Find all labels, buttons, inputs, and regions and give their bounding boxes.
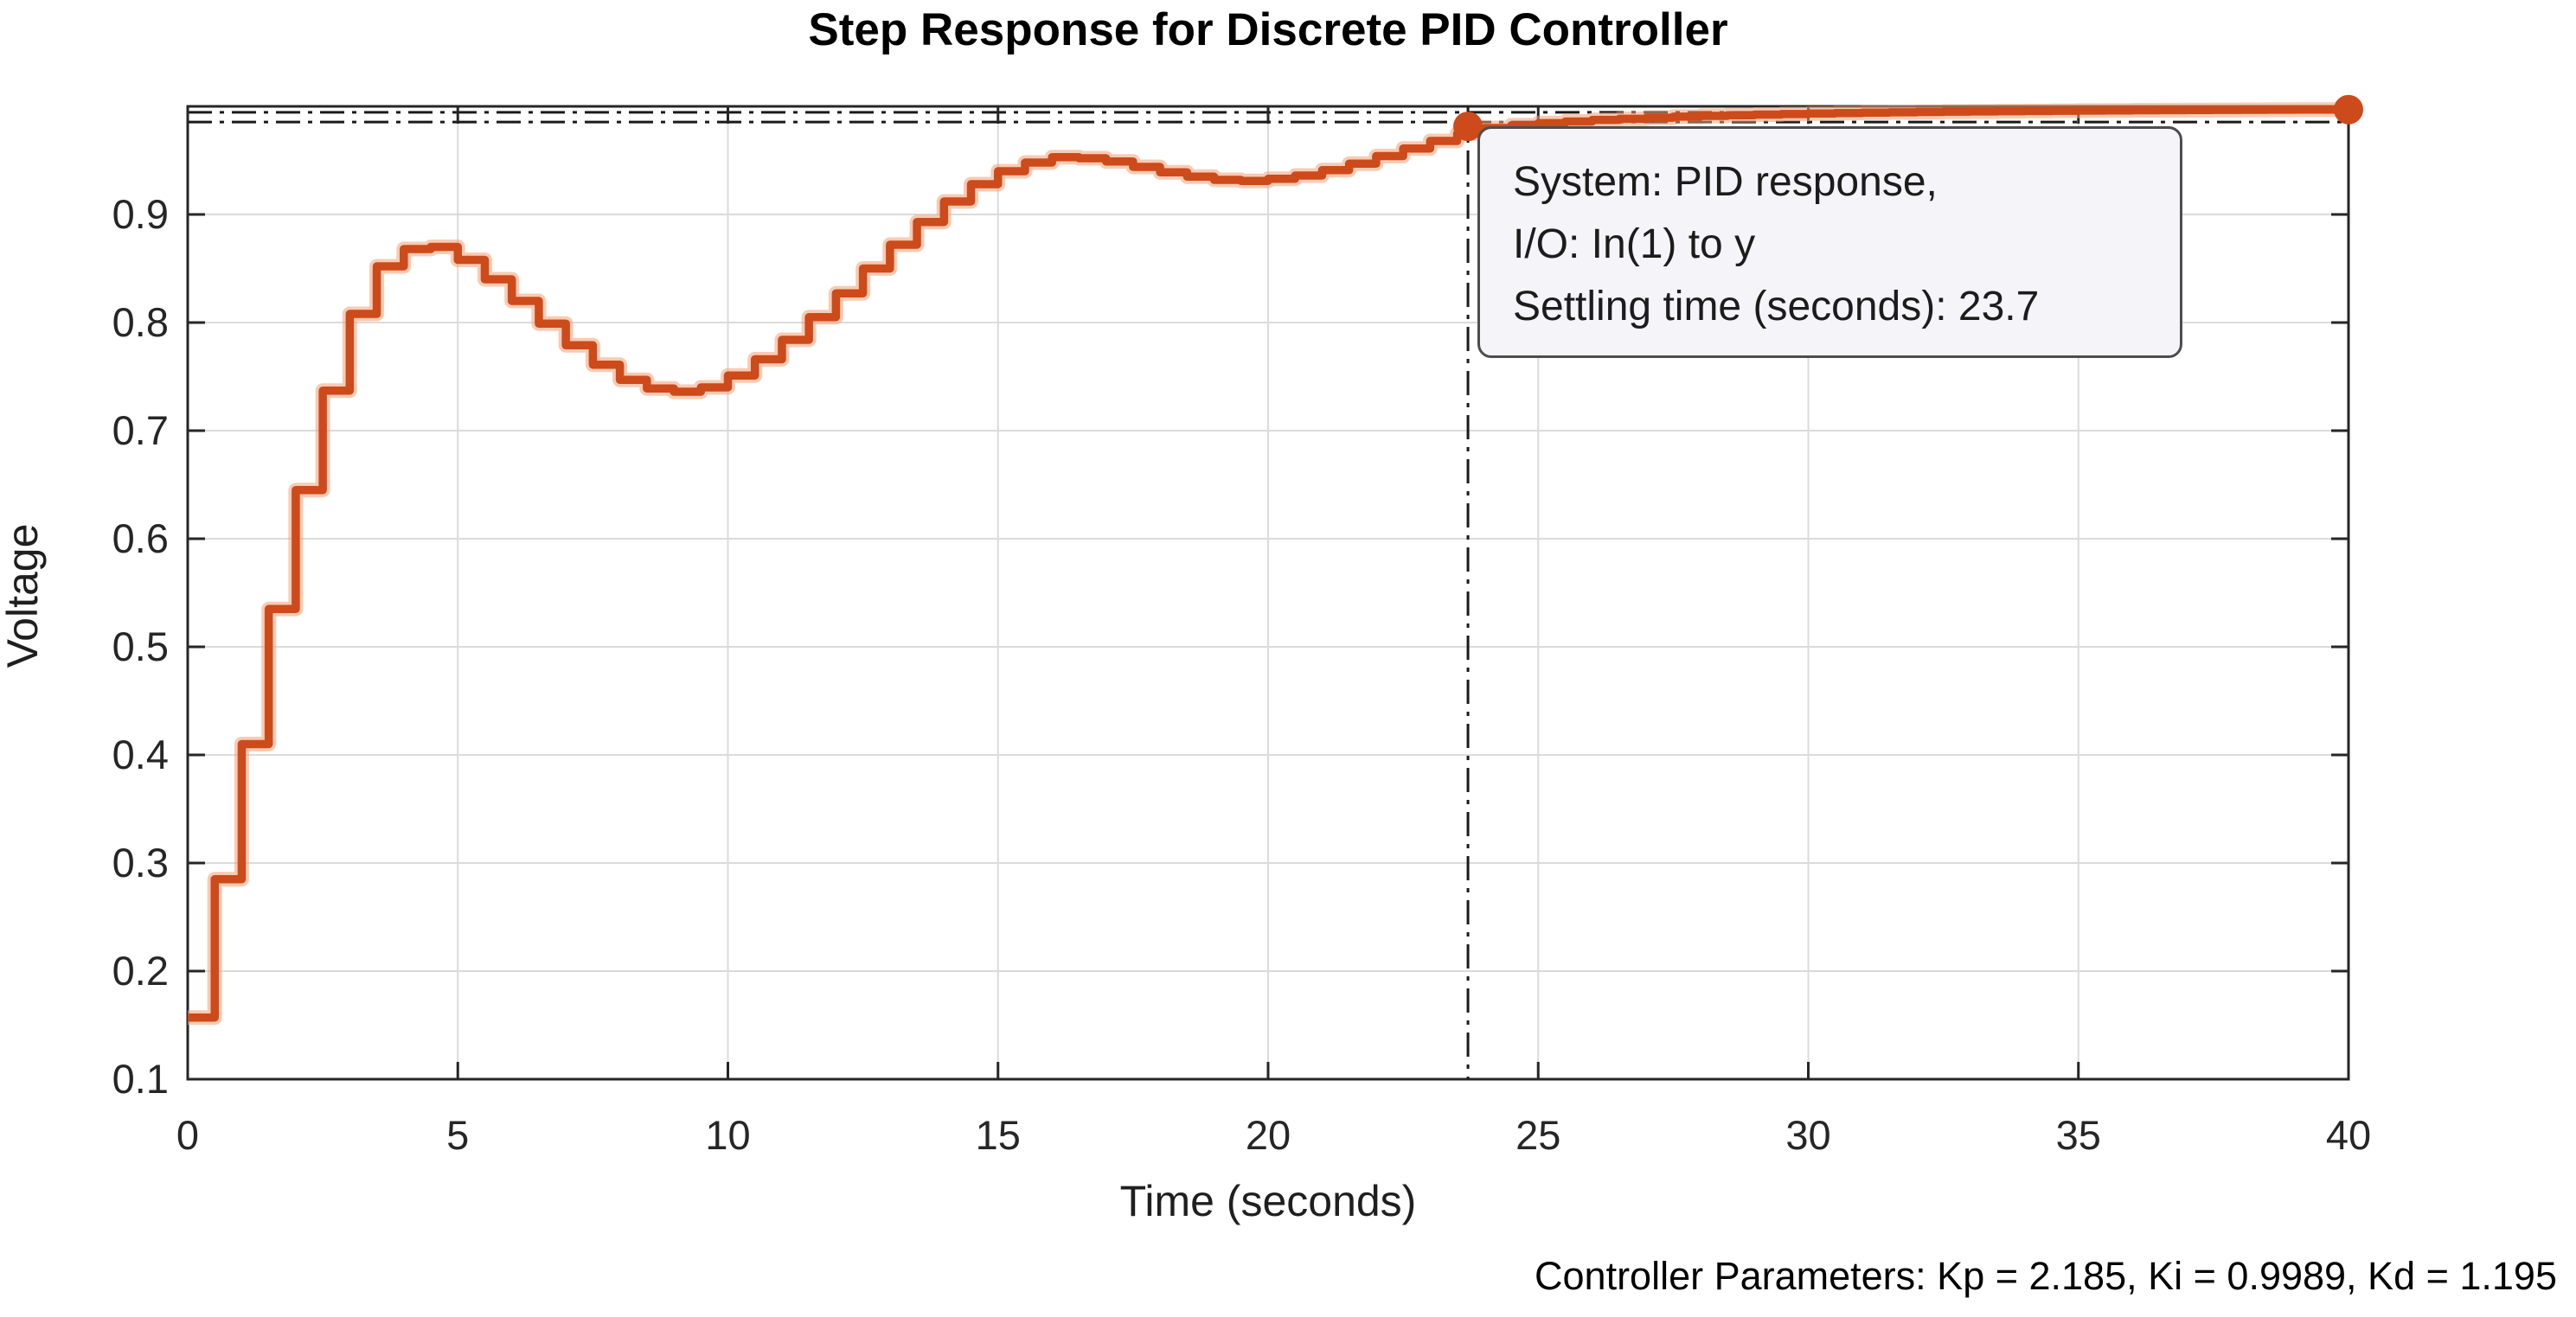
chart-title: Step Response for Discrete PID Controlle… bbox=[808, 4, 1728, 55]
x-tick-label: 40 bbox=[2326, 1112, 2371, 1158]
x-tick-label: 30 bbox=[1785, 1112, 1830, 1158]
datatip-system-line: System: PID response, bbox=[1513, 159, 1938, 205]
y-tick-label: 0.6 bbox=[112, 515, 169, 561]
datatip-io-line: I/O: In(1) to y bbox=[1513, 221, 1756, 267]
response-curve[interactable] bbox=[188, 105, 2349, 1022]
y-tick-label: 0.8 bbox=[112, 299, 169, 345]
y-tick-label: 0.2 bbox=[112, 948, 169, 994]
y-tick-label: 0.3 bbox=[112, 840, 169, 885]
y-tick-label: 0.9 bbox=[112, 191, 169, 237]
x-tick-label: 10 bbox=[705, 1112, 750, 1158]
datatip-settling-line: Settling time (seconds): 23.7 bbox=[1513, 284, 2040, 329]
x-tick-label: 5 bbox=[446, 1112, 469, 1158]
y-tick-label: 0.5 bbox=[112, 623, 169, 669]
settling-time-datatip[interactable]: System: PID response, I/O: In(1) to y Se… bbox=[1477, 126, 2182, 358]
x-tick-label: 20 bbox=[1246, 1112, 1291, 1158]
settling-point-marker[interactable] bbox=[1453, 112, 1483, 142]
x-tick-label: 25 bbox=[1515, 1112, 1560, 1158]
y-tick-label: 0.4 bbox=[112, 732, 169, 777]
y-axis-label: Voltage bbox=[0, 523, 47, 668]
controller-parameters-annotation: Controller Parameters: Kp = 2.185, Ki = … bbox=[1535, 1254, 2557, 1298]
x-tick-label: 35 bbox=[2056, 1112, 2101, 1158]
x-tick-label: 0 bbox=[176, 1112, 199, 1158]
y-tick-label: 0.1 bbox=[112, 1056, 169, 1102]
x-tick-label: 15 bbox=[976, 1112, 1021, 1158]
x-axis-label: Time (seconds) bbox=[1119, 1177, 1417, 1225]
end-point-marker[interactable] bbox=[2334, 94, 2363, 125]
y-tick-label: 0.7 bbox=[112, 407, 169, 453]
